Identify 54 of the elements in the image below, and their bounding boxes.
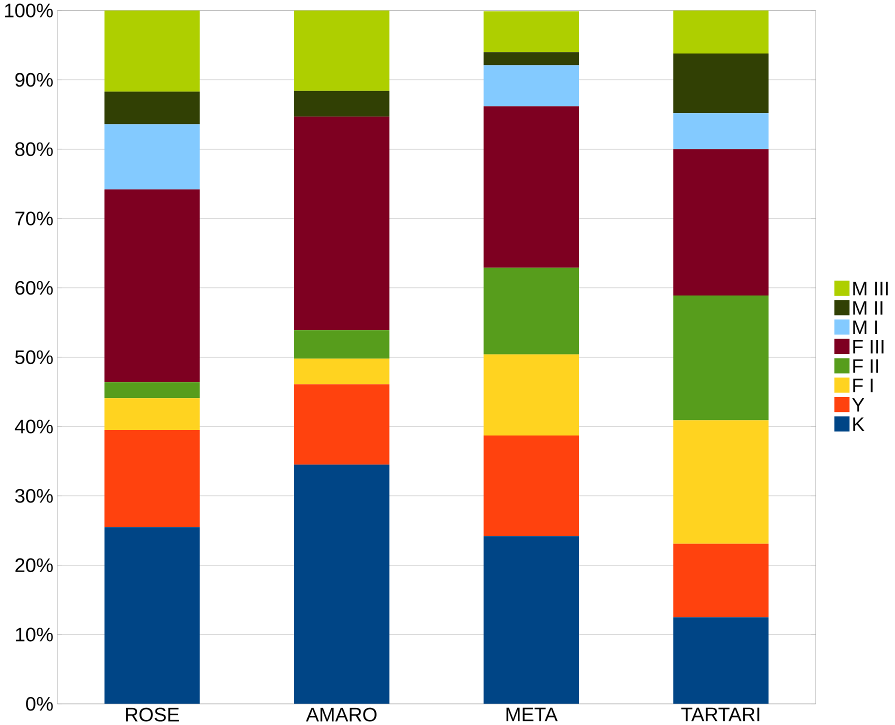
bar bbox=[673, 617, 769, 704]
bar bbox=[104, 124, 200, 190]
bar bbox=[484, 65, 579, 106]
bar bbox=[104, 189, 200, 382]
bar bbox=[294, 10, 390, 91]
bar bbox=[104, 430, 200, 528]
bar bbox=[484, 268, 579, 354]
x-tick-label: META bbox=[506, 708, 558, 722]
bar bbox=[104, 398, 200, 430]
y-tick-label: 80% bbox=[15, 142, 53, 156]
y-tick-label: 30% bbox=[15, 488, 53, 503]
y-tick-label: 40% bbox=[14, 420, 53, 434]
bar bbox=[673, 53, 769, 114]
bar bbox=[104, 92, 200, 124]
x-tick-label: TARTARI bbox=[681, 708, 760, 722]
y-tick-label: 90% bbox=[15, 72, 53, 87]
y-tick-label: 50% bbox=[15, 350, 53, 364]
bar bbox=[294, 464, 390, 704]
x-tick-label: AMARO bbox=[306, 708, 377, 722]
bar bbox=[104, 10, 200, 92]
bar bbox=[484, 354, 579, 436]
bar bbox=[673, 113, 769, 150]
legend-label: M III bbox=[853, 282, 888, 296]
y-tick-label: 100% bbox=[5, 4, 53, 18]
bar bbox=[673, 544, 769, 618]
bar bbox=[673, 149, 769, 296]
y-tick-label: 10% bbox=[16, 628, 53, 642]
legend-label: M II bbox=[853, 301, 882, 315]
bar bbox=[673, 10, 769, 54]
bar bbox=[294, 90, 390, 117]
bar bbox=[294, 384, 390, 465]
legend-label: Y bbox=[852, 398, 864, 412]
y-tick-label: 70% bbox=[15, 212, 53, 226]
y-tick-label: 60% bbox=[15, 280, 53, 295]
bar bbox=[484, 106, 579, 268]
legend-label: F I bbox=[853, 378, 873, 392]
bar bbox=[484, 52, 579, 66]
legend-label: M I bbox=[853, 320, 877, 334]
bar bbox=[294, 116, 390, 330]
legend-label: K bbox=[853, 417, 864, 431]
bar bbox=[484, 435, 579, 536]
legend-label: F II bbox=[853, 359, 878, 373]
bar bbox=[104, 527, 200, 704]
bar bbox=[673, 420, 769, 544]
x-tick-label: ROSE bbox=[126, 708, 179, 722]
bar bbox=[104, 382, 200, 398]
bar bbox=[673, 295, 769, 420]
bar bbox=[294, 358, 390, 384]
bar bbox=[294, 330, 390, 359]
legend-label: F III bbox=[853, 340, 884, 354]
bar bbox=[484, 536, 579, 704]
bar bbox=[484, 11, 579, 52]
y-tick-label: 0% bbox=[26, 696, 53, 711]
y-tick-label: 20% bbox=[15, 558, 53, 572]
